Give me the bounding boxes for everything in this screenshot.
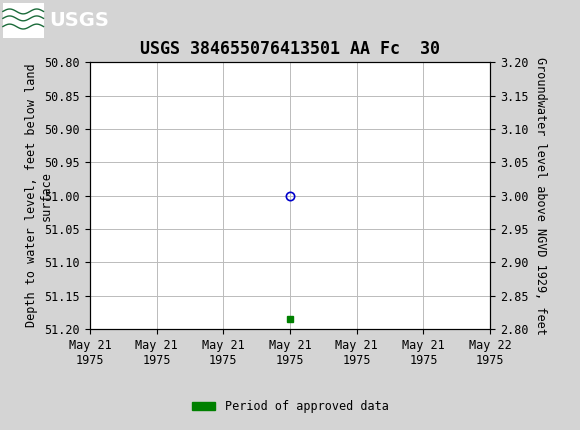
Y-axis label: Groundwater level above NGVD 1929, feet: Groundwater level above NGVD 1929, feet xyxy=(534,57,547,335)
Text: USGS: USGS xyxy=(49,11,109,30)
Y-axis label: Depth to water level, feet below land
surface: Depth to water level, feet below land su… xyxy=(25,64,53,328)
Legend: Period of approved data: Period of approved data xyxy=(187,395,393,418)
FancyBboxPatch shape xyxy=(3,3,43,37)
Title: USGS 384655076413501 AA Fc  30: USGS 384655076413501 AA Fc 30 xyxy=(140,40,440,58)
